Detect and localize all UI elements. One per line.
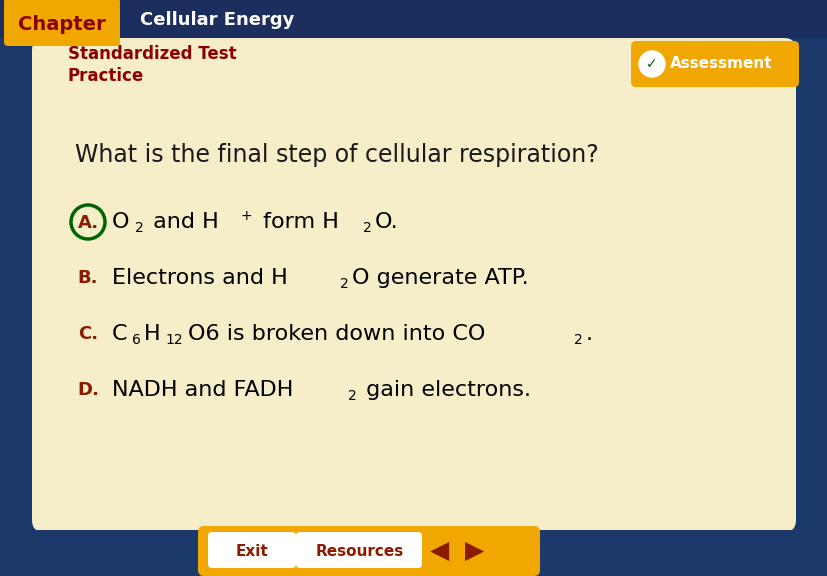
Text: 2: 2 <box>574 333 582 347</box>
Text: 2: 2 <box>347 389 356 403</box>
Text: NADH and FADH: NADH and FADH <box>112 380 293 400</box>
FancyBboxPatch shape <box>4 0 120 46</box>
Text: ◀: ◀ <box>430 539 449 563</box>
Text: Resources: Resources <box>315 544 404 559</box>
Text: O6 is broken down into CO: O6 is broken down into CO <box>188 324 485 344</box>
Text: Assessment: Assessment <box>669 56 772 71</box>
Text: Electrons and H: Electrons and H <box>112 268 288 288</box>
Text: ✓: ✓ <box>645 58 657 71</box>
Text: H: H <box>143 324 160 344</box>
FancyBboxPatch shape <box>630 41 798 87</box>
Text: O generate ATP.: O generate ATP. <box>351 268 528 288</box>
Text: C: C <box>112 324 127 344</box>
Circle shape <box>638 51 664 77</box>
Text: O.: O. <box>374 212 398 232</box>
FancyBboxPatch shape <box>295 532 422 568</box>
Text: D.: D. <box>77 381 98 399</box>
FancyBboxPatch shape <box>52 38 270 118</box>
Text: B.: B. <box>78 269 98 287</box>
Text: +: + <box>241 209 252 223</box>
Text: Exit: Exit <box>236 544 268 559</box>
Text: What is the final step of cellular respiration?: What is the final step of cellular respi… <box>75 143 598 167</box>
FancyBboxPatch shape <box>198 526 539 576</box>
Text: .: . <box>585 324 592 344</box>
FancyBboxPatch shape <box>0 0 827 38</box>
Text: A.: A. <box>78 214 98 232</box>
Text: gain electrons.: gain electrons. <box>358 380 530 400</box>
FancyBboxPatch shape <box>32 38 795 532</box>
Text: ▶: ▶ <box>465 539 484 563</box>
Text: Chapter: Chapter <box>18 14 106 33</box>
FancyBboxPatch shape <box>208 532 295 568</box>
Text: 2: 2 <box>135 221 143 235</box>
Text: form H: form H <box>256 212 338 232</box>
Text: 6: 6 <box>132 333 141 347</box>
Text: 2: 2 <box>363 221 371 235</box>
Text: and H: and H <box>146 212 218 232</box>
Text: 2: 2 <box>340 277 348 291</box>
Text: Cellular Energy: Cellular Energy <box>140 11 294 29</box>
FancyBboxPatch shape <box>0 530 827 576</box>
Text: C.: C. <box>78 325 98 343</box>
Text: 12: 12 <box>165 333 183 347</box>
Text: Standardized Test
Practice: Standardized Test Practice <box>68 45 237 85</box>
Text: O: O <box>112 212 129 232</box>
